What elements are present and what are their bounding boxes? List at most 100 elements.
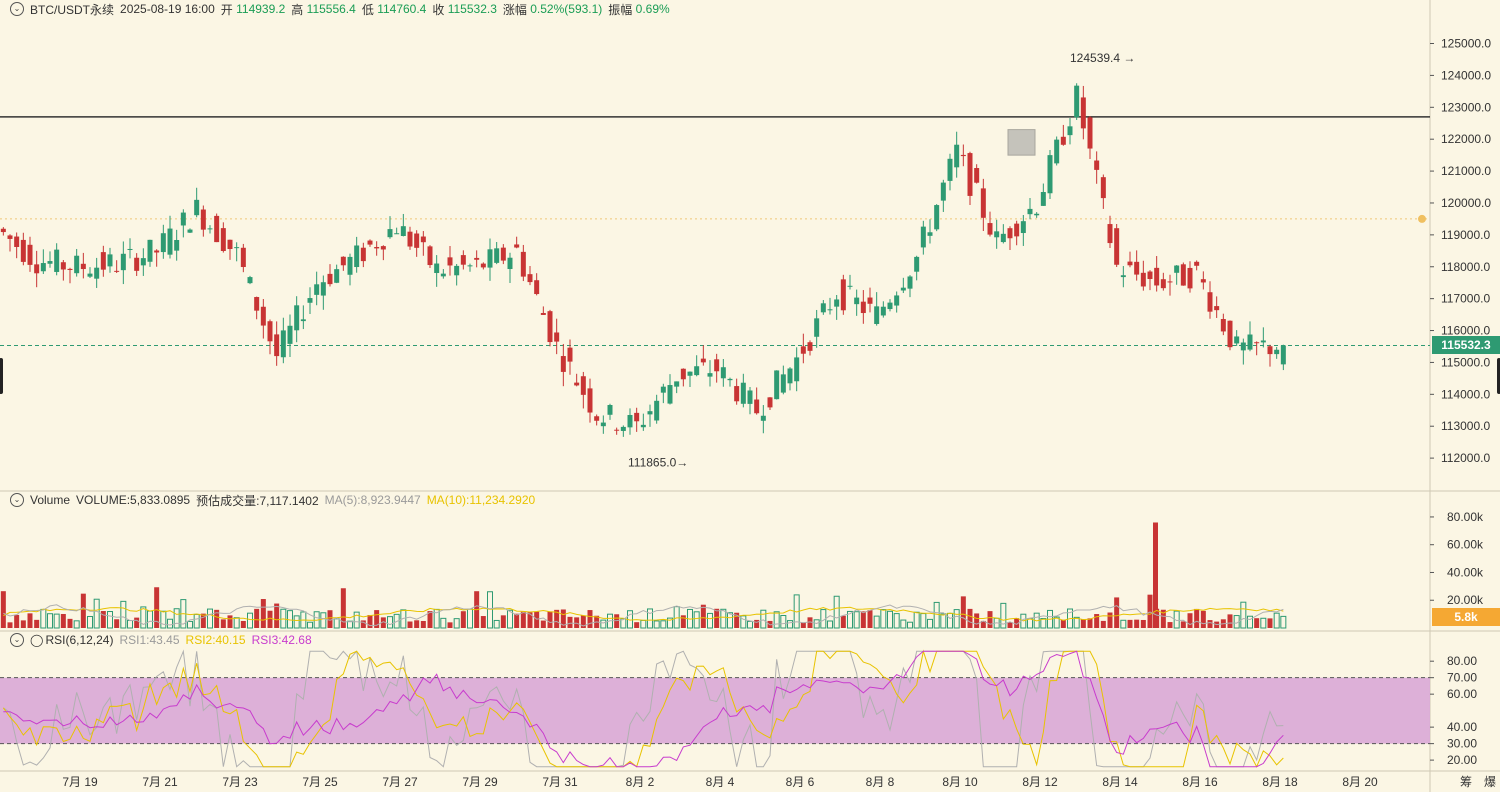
liquidation-button[interactable]: 爆 <box>1483 775 1496 789</box>
candle-body <box>640 424 646 428</box>
candle-body <box>107 254 113 267</box>
candle-body <box>1120 275 1126 278</box>
x-tick-label: 7月 25 <box>302 775 338 789</box>
volume-value: VOLUME:5,833.0895 <box>76 493 191 507</box>
volume-bar <box>374 610 380 628</box>
current-price-tag: 115532.3 <box>1432 336 1500 354</box>
candle-body <box>714 359 720 372</box>
volume-tick-label: 40.00k <box>1447 565 1484 579</box>
x-tick-label: 8月 20 <box>1342 775 1378 789</box>
candle-body <box>74 255 80 274</box>
candle-body <box>1227 320 1233 348</box>
left-scroll-handle[interactable] <box>0 358 3 394</box>
volume-bar <box>1273 612 1280 629</box>
volume-bar <box>1120 619 1127 629</box>
volume-bar <box>634 622 640 628</box>
price-tick-label: 117000.0 <box>1441 292 1490 306</box>
candle-body <box>694 366 700 376</box>
candle-body <box>760 415 766 421</box>
candle-body <box>1080 97 1086 129</box>
candle-body <box>967 153 973 196</box>
volume-bar <box>40 608 47 629</box>
candle-body <box>667 385 673 404</box>
volume-bar <box>1007 622 1013 628</box>
candle-body <box>360 247 366 262</box>
price-tick-label: 125000.0 <box>1441 37 1491 51</box>
volume-bar <box>73 620 80 629</box>
volume-bar <box>773 611 780 629</box>
volume-bar <box>107 611 113 629</box>
rsi2-value: RSI2:40.15 <box>185 633 246 647</box>
candle-body <box>94 267 100 279</box>
candle-body <box>1174 265 1180 273</box>
volume-bar <box>1080 619 1086 628</box>
candle-body <box>407 231 413 247</box>
volume-bar <box>160 610 167 629</box>
alarm-icon[interactable]: ◯ <box>30 633 44 647</box>
volume-ma10: MA(10):11,234.2920 <box>426 493 536 507</box>
volume-bar <box>20 620 26 628</box>
candle-body <box>174 239 180 251</box>
candle-body <box>894 295 900 306</box>
candle-body <box>614 429 620 431</box>
volume-bar <box>893 613 900 629</box>
candle-body <box>87 273 93 277</box>
candle-body <box>540 312 546 315</box>
volume-tag: 5.8k <box>1432 608 1500 626</box>
volume-bar <box>754 619 760 628</box>
chips-button[interactable]: 筹 <box>1459 775 1472 789</box>
volume-bar <box>720 608 727 629</box>
candle-body <box>720 367 726 379</box>
volume-bar <box>1114 597 1120 628</box>
volume-bar <box>833 595 840 629</box>
candle-body <box>747 390 753 404</box>
candle-body <box>447 257 453 266</box>
volume-bar <box>387 616 393 629</box>
volume-bar <box>34 619 40 628</box>
x-tick-label: 8月 16 <box>1182 775 1218 789</box>
candle-body <box>40 263 46 272</box>
candle-body <box>507 257 513 270</box>
candle-body <box>780 374 786 393</box>
volume-bar <box>1260 617 1267 629</box>
candle-body <box>1200 279 1206 283</box>
volume-bar <box>514 613 520 628</box>
candle-body <box>274 334 280 357</box>
candle-body <box>1154 267 1160 286</box>
volume-bar <box>1087 618 1093 628</box>
candle-body <box>187 229 193 233</box>
volume-bar <box>647 608 653 629</box>
volume-bar <box>227 615 233 628</box>
candle-body <box>147 239 153 262</box>
candle-body <box>480 263 486 268</box>
candle-body <box>287 325 293 344</box>
volume-bar <box>1000 602 1007 629</box>
candle-body <box>687 371 693 376</box>
volume-bar <box>147 610 153 629</box>
candle-body <box>587 388 593 413</box>
collapse-icon[interactable]: ⌄ <box>10 493 24 507</box>
volume-bar <box>1194 608 1200 628</box>
candle-body <box>987 223 993 235</box>
candle-body <box>514 244 520 248</box>
collapse-icon[interactable]: ⌄ <box>10 633 24 647</box>
volume-bar <box>1073 616 1080 629</box>
collapse-icon[interactable]: ⌄ <box>10 2 24 16</box>
candle-body <box>1267 346 1273 355</box>
candle-body <box>1087 117 1093 149</box>
volume-bar <box>873 615 880 629</box>
volume-bar <box>453 618 460 629</box>
change-label: 涨幅 <box>502 2 527 17</box>
volume-bar <box>600 619 607 629</box>
candle-body <box>847 285 853 287</box>
volume-bar <box>1134 619 1140 628</box>
right-scroll-handle[interactable] <box>1497 358 1500 394</box>
volume-bar <box>1200 610 1206 628</box>
volume-bar <box>1107 612 1113 628</box>
rsi-tick-label: 60.00 <box>1447 687 1477 701</box>
volume-bar <box>527 612 533 628</box>
candle-body <box>1220 319 1226 332</box>
candle-body <box>567 347 573 362</box>
candle-body <box>827 309 833 311</box>
